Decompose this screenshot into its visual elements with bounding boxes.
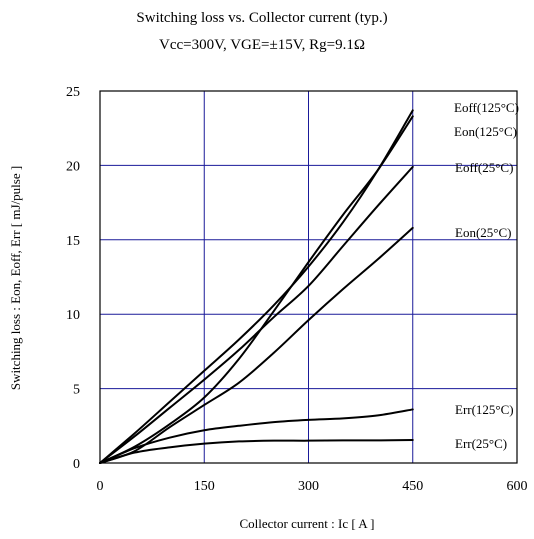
series-label-eoff-125-c: Eoff(125°C) — [454, 100, 519, 115]
series-label-err-125-c: Err(125°C) — [455, 402, 514, 417]
y-tick-label: 5 — [73, 383, 80, 398]
series-labels: Eoff(125°C) Eon(125°C) Eoff(25°C) Eon(25°C)… — [454, 100, 519, 451]
series-line-eoff-25-c — [99, 165, 414, 464]
x-tick-label: 150 — [194, 479, 215, 494]
x-axis-label: Collector current : Ic [ A ] — [239, 516, 374, 531]
curves — [99, 109, 414, 464]
y-tick-label: 15 — [66, 234, 80, 249]
y-tick-label: 10 — [66, 308, 80, 323]
series-line-eon-25-c — [99, 226, 414, 464]
series-label-eon-25-c: Eon(25°C) — [455, 225, 511, 240]
chart-title: Switching loss vs. Collector current (ty… — [136, 10, 387, 26]
plot-frame — [99, 90, 518, 464]
series-line-eoff-125-c — [99, 109, 414, 464]
y-tick-label: 25 — [66, 85, 80, 100]
y-tick-label: 0 — [73, 457, 80, 472]
series-line-err-125-c — [99, 408, 414, 464]
series-line-eon-125-c — [99, 115, 414, 464]
y-axis-label: Switching loss : Eon, Eoff, Err [ mJ/pul… — [8, 166, 23, 390]
x-tick-label: 300 — [298, 479, 319, 494]
axes: 0 150 300 450 600 0 5 10 15 20 25 — [66, 85, 528, 494]
x-tick-label: 600 — [507, 479, 528, 494]
series-label-err-25-c: Err(25°C) — [455, 436, 507, 451]
x-tick-label: 0 — [97, 479, 104, 494]
series-line-err-25-c — [99, 438, 414, 464]
chart-subtitle: Vcc=300V, VGE=±15V, Rg=9.1Ω — [159, 37, 365, 53]
grid — [100, 91, 517, 463]
series-label-eon-125-c: Eon(125°C) — [454, 124, 517, 139]
x-tick-label: 450 — [402, 479, 423, 494]
y-tick-label: 20 — [66, 159, 80, 174]
series-label-eoff-25-c: Eoff(25°C) — [455, 160, 513, 175]
